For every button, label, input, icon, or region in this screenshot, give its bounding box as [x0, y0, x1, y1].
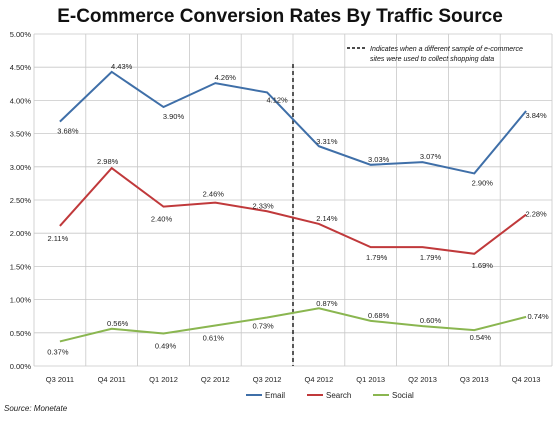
y-tick-label: 3.00%: [10, 163, 32, 172]
data-label: 3.84%: [525, 111, 547, 120]
x-tick-label: Q3 2013: [460, 375, 489, 384]
y-tick-label: 2.50%: [10, 196, 32, 205]
data-label: 2.14%: [316, 214, 338, 223]
data-label: 4.26%: [215, 73, 237, 82]
x-tick-label: Q4 2011: [98, 375, 126, 384]
y-tick-label: 2.00%: [10, 229, 32, 238]
data-label: 0.87%: [316, 299, 338, 308]
data-label: 1.69%: [472, 261, 494, 270]
x-tick-label: Q3 2012: [253, 375, 282, 384]
data-label: 0.37%: [47, 347, 69, 356]
y-tick-label: 4.50%: [10, 63, 32, 72]
y-tick-label: 1.00%: [10, 296, 32, 305]
x-tick-label: Q1 2013: [356, 375, 385, 384]
data-label: 3.31%: [316, 137, 338, 146]
data-label: 0.56%: [107, 319, 129, 328]
data-label: 0.73%: [252, 322, 274, 331]
series-line-search: [59, 166, 527, 255]
data-label: 4.12%: [266, 95, 288, 104]
x-tick-label: Q2 2013: [408, 375, 437, 384]
y-tick-label: 3.50%: [10, 130, 32, 139]
data-label: 3.03%: [368, 155, 390, 164]
data-label: 2.11%: [48, 234, 69, 243]
data-label: 1.79%: [366, 253, 388, 262]
x-tick-label: Q2 2012: [201, 375, 230, 384]
data-label: 1.79%: [420, 253, 442, 262]
y-tick-label: 4.00%: [10, 96, 32, 105]
y-tick-label: 5.00%: [10, 30, 32, 39]
data-label: 0.68%: [368, 311, 390, 320]
data-label: 0.54%: [470, 333, 492, 342]
y-tick-label: 0.50%: [10, 329, 32, 338]
data-label: 0.60%: [420, 316, 442, 325]
annotation-text-line2: sites were used to collect shopping data: [370, 56, 494, 63]
data-label: 2.46%: [203, 190, 225, 199]
y-tick-label: 1.50%: [10, 262, 32, 271]
data-label: 0.61%: [203, 333, 225, 342]
legend-label: Email: [265, 391, 285, 400]
data-label: 3.07%: [420, 152, 442, 161]
x-tick-label: Q4 2012: [305, 375, 334, 384]
series-line-email: [59, 70, 527, 175]
data-label: 0.74%: [527, 312, 549, 321]
legend-label: Social: [392, 391, 414, 400]
data-label: 2.90%: [472, 178, 494, 187]
data-label: 3.90%: [163, 112, 185, 121]
legend-label: Search: [326, 391, 351, 400]
y-tick-label: 0.00%: [10, 362, 32, 371]
data-label: 2.40%: [151, 215, 173, 224]
data-label: 2.98%: [97, 157, 119, 166]
x-tick-label: Q1 2012: [149, 375, 178, 384]
data-label: 3.68%: [57, 127, 79, 136]
data-label: 2.33%: [252, 201, 274, 210]
x-tick-label: Q3 2011: [46, 375, 74, 384]
chart-title: E-Commerce Conversion Rates By Traffic S…: [57, 6, 503, 27]
data-label: 4.43%: [111, 62, 133, 71]
x-tick-label: Q4 2013: [512, 375, 541, 384]
series-line-social: [59, 307, 527, 343]
data-label: 2.28%: [525, 210, 547, 219]
data-label: 0.49%: [155, 341, 177, 350]
annotation-text-line1: Indicates when a different sample of e-c…: [370, 46, 523, 53]
source-note: Source: Monetate: [4, 404, 68, 413]
